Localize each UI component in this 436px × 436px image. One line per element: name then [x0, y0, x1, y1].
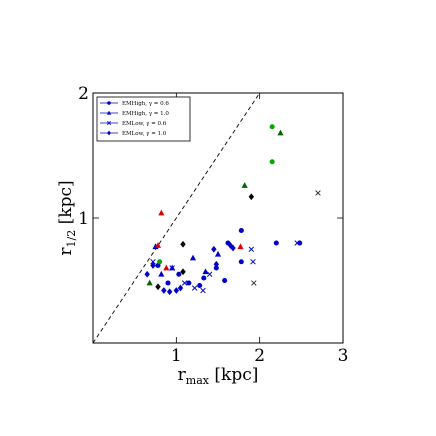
- data-point-2-2: [181, 280, 188, 286]
- data-point-6-1: [158, 209, 165, 216]
- data-point-4-2: [269, 159, 275, 165]
- data-point-4-1: [269, 124, 275, 130]
- data-point-3-0: [144, 270, 150, 278]
- data-point-0-11: [273, 240, 279, 246]
- data-point-0-5: [201, 275, 207, 281]
- data-point-0-2: [176, 271, 182, 277]
- series-1: [152, 243, 222, 277]
- series-0: [155, 227, 303, 289]
- data-point-0-1: [165, 280, 171, 286]
- series-7: [155, 193, 255, 291]
- data-point-0-3: [186, 280, 192, 286]
- data-point-0-9: [238, 227, 244, 234]
- data-point-2-3: [191, 285, 198, 291]
- data-point-3-4: [173, 287, 180, 294]
- data-point-8-1: [315, 190, 321, 196]
- legend-label-0: EMHigh, γ = 0.6: [122, 101, 169, 107]
- data-point-0-6: [213, 265, 219, 271]
- x-tick-label-2: 3: [338, 346, 349, 366]
- data-point-7-3: [248, 193, 255, 201]
- data-point-2-7: [250, 259, 256, 265]
- data-point-7-1: [180, 240, 186, 248]
- data-point-2-0: [150, 259, 156, 265]
- data-point-0-12: [297, 240, 303, 246]
- series-2: [150, 240, 300, 294]
- data-point-3-9: [230, 244, 236, 252]
- data-point-3-6: [211, 245, 217, 253]
- x-axis-label: rmax [kpc]: [178, 365, 259, 387]
- data-point-2-8: [294, 240, 300, 246]
- data-point-3-2: [161, 287, 167, 294]
- legend-label-2: EMLow, γ = 0.6: [122, 121, 167, 127]
- data-point-5-0: [146, 279, 153, 286]
- legend-label-3: EMLow, γ = 1.0: [122, 131, 167, 137]
- data-point-7-0: [155, 283, 161, 291]
- legend-marker-3: [107, 130, 111, 136]
- legend-box: [96, 96, 191, 142]
- reference-line: [93, 93, 261, 343]
- data-point-3-5: [177, 284, 184, 292]
- series-4: [157, 124, 275, 265]
- data-point-2-6: [248, 246, 255, 252]
- data-point-5-2: [277, 129, 284, 136]
- legend-marker-2: [107, 121, 111, 125]
- data-point-2-1: [169, 265, 175, 271]
- series-5: [146, 129, 284, 286]
- data-point-6-2: [163, 264, 170, 271]
- data-point-1-3: [189, 254, 197, 261]
- data-point-1-5: [214, 250, 222, 257]
- data-point-2-5: [206, 271, 213, 277]
- data-point-0-10: [238, 259, 244, 265]
- data-point-1-1: [158, 270, 165, 277]
- x-tick-label-0: 1: [171, 346, 182, 366]
- data-point-3-3: [166, 288, 173, 296]
- y-tick-label-0: 1: [78, 209, 89, 229]
- data-point-0-7: [222, 277, 228, 284]
- data-point-4-0: [157, 259, 163, 265]
- data-point-3-7: [213, 260, 220, 268]
- y-axis-label: r1/2 [kpc]: [56, 180, 78, 255]
- data-point-0-4: [197, 282, 203, 289]
- data-point-5-1: [241, 182, 248, 188]
- series-3: [144, 242, 236, 296]
- data-point-7-2: [180, 268, 186, 276]
- legend-label-1: EMHigh, γ = 1.0: [122, 111, 169, 117]
- data-point-6-3: [237, 243, 244, 250]
- data-point-8-0: [251, 280, 257, 286]
- legend: EMHigh, γ = 0.6 EMHigh, γ = 1.0 EMLow, γ =…: [96, 96, 191, 142]
- series-8: [251, 190, 321, 286]
- data-point-3-1: [150, 262, 156, 269]
- data-point-2-4: [200, 287, 206, 294]
- y-tick-label-1: 2: [78, 84, 89, 104]
- data-point-1-4: [202, 268, 209, 275]
- data-point-6-0: [154, 242, 162, 248]
- legend-marker-1: [106, 110, 112, 115]
- series-6: [154, 209, 244, 271]
- x-tick-label-1: 2: [254, 346, 265, 366]
- legend-marker-0: [107, 101, 111, 105]
